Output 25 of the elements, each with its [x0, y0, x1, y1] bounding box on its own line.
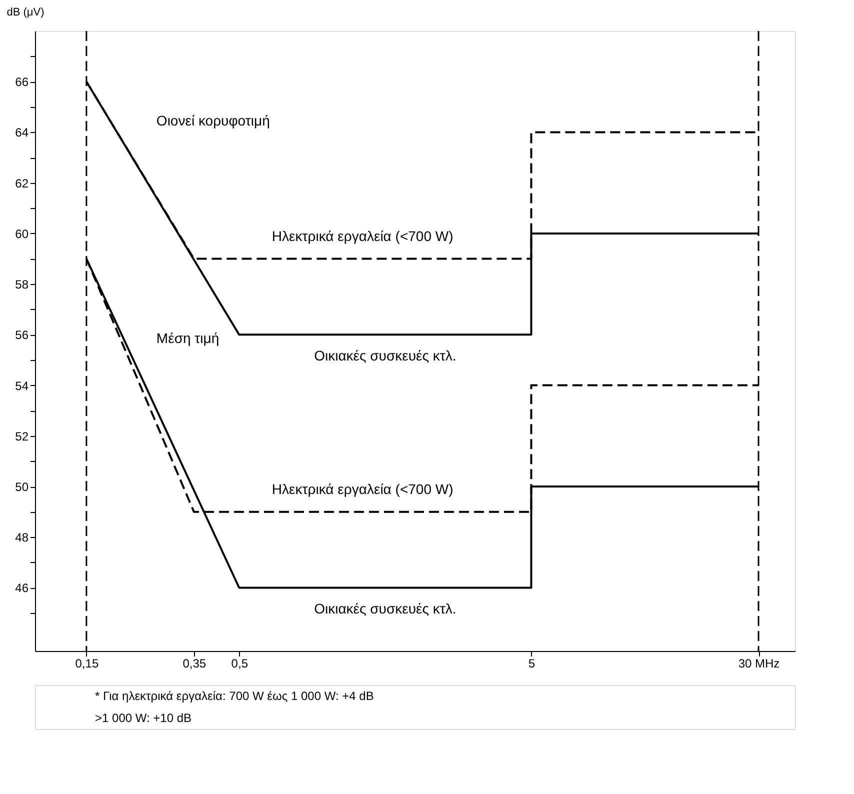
y-tick-label: 58 [15, 278, 29, 292]
y-axis-title: dB (μV) [6, 6, 44, 18]
y-tick-label: 48 [15, 530, 29, 545]
series-label: Ηλεκτρικά εργαλεία (<700 W) [272, 480, 454, 497]
y-tick-label: 62 [15, 176, 29, 190]
y-tick-label: 64 [15, 126, 29, 140]
y-tick-label: 46 [15, 581, 29, 596]
annotation: Οιονεί κορυφοτιμή [156, 112, 270, 129]
text: >1 000 W: +10 dB [95, 711, 192, 725]
series-label: Οικιακές συσκευές κτλ. [314, 348, 456, 364]
text: * Για ηλεκτρικά εργαλεία: 700 W έως 1 000 W: +4 dB [95, 689, 374, 703]
x-tick-label: 5 [528, 656, 536, 670]
y-tick-label: 54 [15, 378, 29, 393]
y-tick-label: 60 [15, 226, 29, 241]
y-tick-label: 66 [15, 75, 29, 90]
x-tick-label: 0,35 [182, 656, 206, 670]
annotation: Μέση τιμή [156, 330, 220, 346]
x-tick-label: 30 MHz [738, 656, 780, 670]
x-tick-label: 0,5 [231, 656, 248, 670]
y-tick-label: 56 [15, 328, 29, 342]
y-tick-label: 52 [15, 429, 29, 444]
x-tick-label: 0,15 [75, 656, 99, 670]
series-label: Ηλεκτρικά εργαλεία (<700 W) [272, 228, 454, 244]
series-label: Οικιακές συσκευές κτλ. [314, 600, 456, 617]
y-tick-label: 50 [15, 480, 29, 494]
